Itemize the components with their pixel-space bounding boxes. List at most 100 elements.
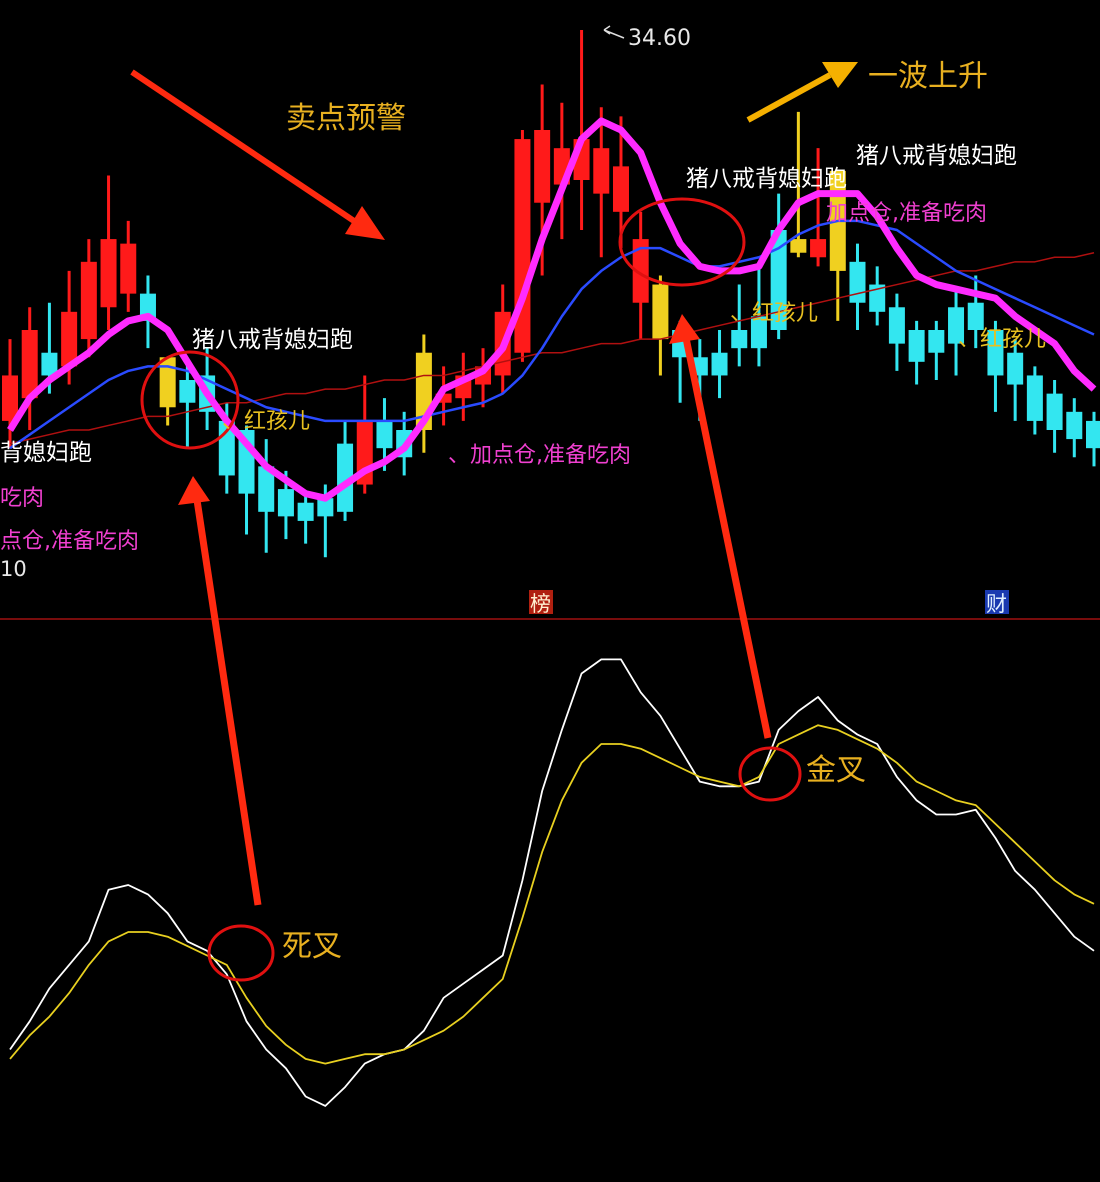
candle-body <box>1007 352 1024 385</box>
wave-up-label: 一波上升 <box>868 59 988 94</box>
signal-label-red-boy: 、红孩儿 <box>730 301 818 326</box>
candle-body <box>41 352 58 376</box>
circle-highlight <box>140 350 240 450</box>
candle <box>908 320 925 385</box>
moving-averages-group <box>7 117 1097 502</box>
candle-body <box>159 357 176 408</box>
up-arrow-right-icon <box>669 314 772 739</box>
candle-body <box>770 230 787 330</box>
signal-label-add-position: 加点仓,准备吃肉 <box>826 201 987 226</box>
candle-body <box>1026 375 1043 421</box>
candle <box>1046 380 1063 453</box>
candle <box>888 293 905 371</box>
sell-arrow-icon <box>130 69 385 240</box>
candle <box>1026 366 1043 435</box>
candle-body <box>987 330 1004 376</box>
candle-body <box>435 393 452 403</box>
candle <box>100 175 117 330</box>
indicator-k-line <box>9 658 1095 1107</box>
candle <box>967 275 984 349</box>
candle <box>415 334 432 453</box>
signal-label-pig: 猪八戒背媳妇跑 <box>192 327 353 353</box>
candle <box>435 366 452 426</box>
candle <box>21 307 38 430</box>
candle-body <box>928 330 945 353</box>
signal-label-red-boy: 、红孩儿 <box>958 327 1046 352</box>
candle-body <box>376 420 393 449</box>
candle <box>711 330 728 399</box>
signal-label-red-boy: 、红孩儿 <box>222 409 310 434</box>
candle <box>1007 339 1024 421</box>
candle <box>612 116 629 249</box>
candle-body <box>908 330 925 362</box>
wave-up-arrow-icon <box>746 62 858 123</box>
candle <box>1086 411 1100 467</box>
candle <box>948 289 965 376</box>
candle-body <box>534 130 551 203</box>
candle-body <box>711 352 728 376</box>
candle-body <box>652 284 669 340</box>
candle <box>514 130 531 362</box>
candle-body <box>100 239 117 308</box>
ma-slow-line <box>9 251 1095 445</box>
candle-body <box>61 311 78 367</box>
candle-body <box>731 330 748 349</box>
golden-cross-circle <box>738 746 802 802</box>
signal-label-pig: 猪八戒背媳妇跑 <box>686 166 847 192</box>
candle-body <box>790 239 807 253</box>
candle-body <box>179 380 196 403</box>
candle-body <box>337 443 354 512</box>
indicator-d-line <box>9 724 1095 1065</box>
candle-body <box>21 330 38 399</box>
peak-price-label: 34.60 <box>628 26 691 51</box>
candle <box>80 239 97 358</box>
signal-label-add-left: 点仓,准备吃肉 <box>0 529 139 554</box>
marker-bang[interactable]: 榜 <box>530 592 551 616</box>
candle <box>159 357 176 426</box>
candle <box>790 111 807 258</box>
candle <box>987 320 1004 412</box>
candle-body <box>297 502 314 521</box>
signal-label-pig: 猪八戒背媳妇跑 <box>856 143 1017 169</box>
up-arrow-left-icon <box>178 476 262 906</box>
left-number-label: 10 <box>0 557 27 581</box>
candle <box>770 193 787 340</box>
candle <box>455 352 472 421</box>
circle-highlight <box>618 197 746 287</box>
candle <box>810 148 827 267</box>
candle <box>731 284 748 367</box>
candle <box>2 339 18 449</box>
candle <box>869 266 886 326</box>
candle-body <box>750 316 767 349</box>
marker-cai-bg <box>985 590 1009 614</box>
golden-cross-label: 金叉 <box>806 753 866 788</box>
candle-body <box>277 489 294 517</box>
death-cross-label: 死叉 <box>282 929 342 964</box>
candle-body <box>810 239 827 258</box>
candle-body <box>593 148 610 194</box>
candle-body <box>1086 420 1100 449</box>
signal-label-eat-left: 吃肉 <box>0 486 44 511</box>
ma-fast-line <box>7 117 1097 502</box>
candle-body <box>120 243 137 294</box>
candle-body <box>888 307 905 344</box>
candle <box>258 439 275 553</box>
candle <box>475 348 492 408</box>
candle-body <box>849 261 866 303</box>
candle-body <box>1046 393 1063 430</box>
peak-pointer-icon <box>603 25 625 39</box>
candle-body <box>1066 411 1083 440</box>
marker-cai[interactable]: 财 <box>986 592 1007 616</box>
candle-body <box>632 239 649 303</box>
candle-body <box>317 498 334 517</box>
candle-body <box>948 307 965 344</box>
candle <box>297 493 314 544</box>
candle-body <box>612 166 629 212</box>
candle <box>652 275 669 376</box>
signal-label-add-position: 、加点仓,准备吃肉 <box>448 443 631 468</box>
death-cross-circle <box>207 924 275 982</box>
candle <box>179 361 196 449</box>
candle-body <box>80 261 97 340</box>
candle <box>593 107 610 258</box>
